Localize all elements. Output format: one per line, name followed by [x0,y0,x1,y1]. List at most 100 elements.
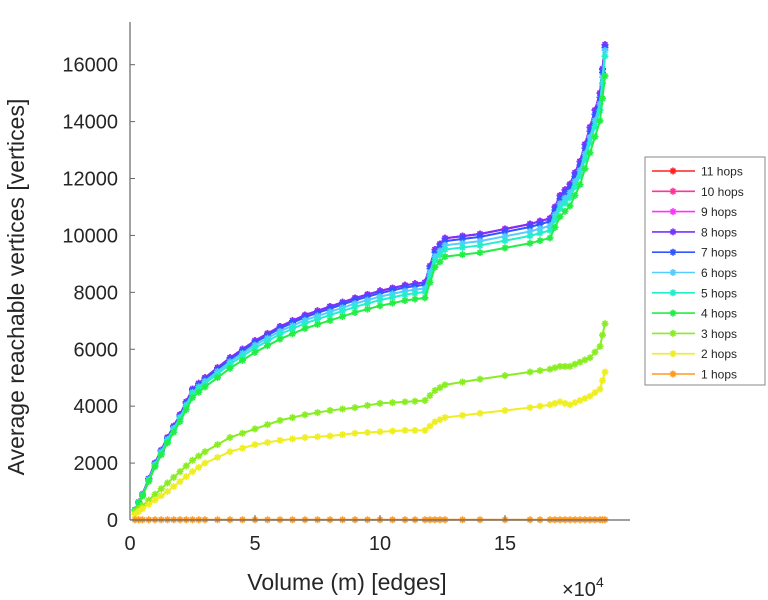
data-point-marker [314,320,321,328]
data-point-marker [239,429,246,437]
y-tick-label: 0 [107,510,118,532]
legend-label: 10 hops [701,185,744,199]
data-point-marker [157,492,165,500]
data-point-marker [571,360,579,368]
data-point-marker [436,251,444,259]
data-point [326,432,334,440]
data-point-marker [264,438,271,446]
data-point [586,139,594,147]
data-point [431,248,439,256]
data-point-marker [364,299,371,307]
data-point-marker [591,123,599,131]
series-2-hops [131,368,609,518]
data-point [301,324,309,332]
series-11-hops [131,41,609,514]
data-point [189,468,196,476]
data-point [276,330,284,338]
data-point [546,226,554,234]
data-point-marker [411,286,419,294]
data-point-marker [289,325,296,333]
data-point [526,239,534,247]
data-point [601,46,609,54]
data-point [431,418,439,426]
data-point-marker [536,220,544,228]
data-point [201,379,209,387]
data-point-marker [581,394,589,402]
data-point [226,364,234,372]
data-point [251,344,259,352]
legend-item: 5 hops [652,286,737,300]
data-point [351,404,359,412]
y-tick-label: 8000 [74,282,119,304]
legend-box [644,156,766,386]
legend-item: 10 hops [652,185,744,199]
data-point-marker [561,399,569,407]
data-point-marker [426,422,434,430]
y-axis-label: Average reachable vertices [vertices] [3,99,29,476]
legend-marker-icon [669,329,677,337]
legend-marker-icon [669,187,677,195]
data-point-marker [195,452,203,460]
data-point [201,383,209,391]
x-tick-label: 0 [124,533,135,555]
data-point [431,256,439,264]
series-line [134,44,606,511]
legend-label: 7 hops [701,246,737,260]
data-point [189,456,196,464]
data-point [601,320,609,328]
data-point-marker [389,427,396,435]
legend-marker-icon [669,370,677,378]
data-point [576,166,584,174]
data-point-marker [339,431,346,439]
y-tick-label: 10000 [62,225,118,247]
data-point-marker [426,392,434,399]
data-point [376,302,384,310]
y-tick-label: 16000 [62,55,118,77]
data-point [351,429,359,437]
legend-marker-icon [669,309,677,317]
x-axis-label: Volume (m) [edges] [247,569,446,595]
data-point [421,426,429,434]
data-point [164,439,171,447]
series-line [134,371,606,516]
data-point [301,319,309,327]
data-point-marker [239,444,246,452]
data-point [566,401,574,409]
data-point-marker [581,165,589,173]
data-point [326,316,334,324]
data-point-marker [170,428,178,436]
data-point-marker [561,199,569,207]
data-point-marker [501,228,509,236]
data-point-marker [599,79,606,87]
series-10-hops [131,41,609,514]
data-point-marker [501,406,509,414]
data-point-marker [145,496,153,504]
data-point [131,510,139,518]
data-point [526,232,534,240]
data-point-marker [289,414,296,422]
data-point [476,241,484,249]
plot-area [131,41,609,524]
series-8-hops [131,41,609,514]
data-point-marker [436,416,444,424]
legend-item: 2 hops [652,347,737,361]
data-point [189,394,196,402]
data-point [596,342,604,350]
data-point-marker [289,435,296,443]
data-point [546,222,554,230]
data-point-marker [214,453,221,461]
data-point [476,249,484,257]
legend-marker-icon [669,167,677,175]
legend-marker-icon [669,289,677,297]
y-tick-label: 2000 [74,453,119,475]
x-tick-label: 5 [249,533,260,555]
x-tick-label: 10 [369,533,391,555]
data-point-marker [561,194,569,202]
data-point-marker [389,299,396,307]
data-point [601,72,609,80]
data-point [566,189,574,197]
data-point [226,448,234,456]
data-point-marker [501,244,509,252]
series-line [134,44,606,511]
